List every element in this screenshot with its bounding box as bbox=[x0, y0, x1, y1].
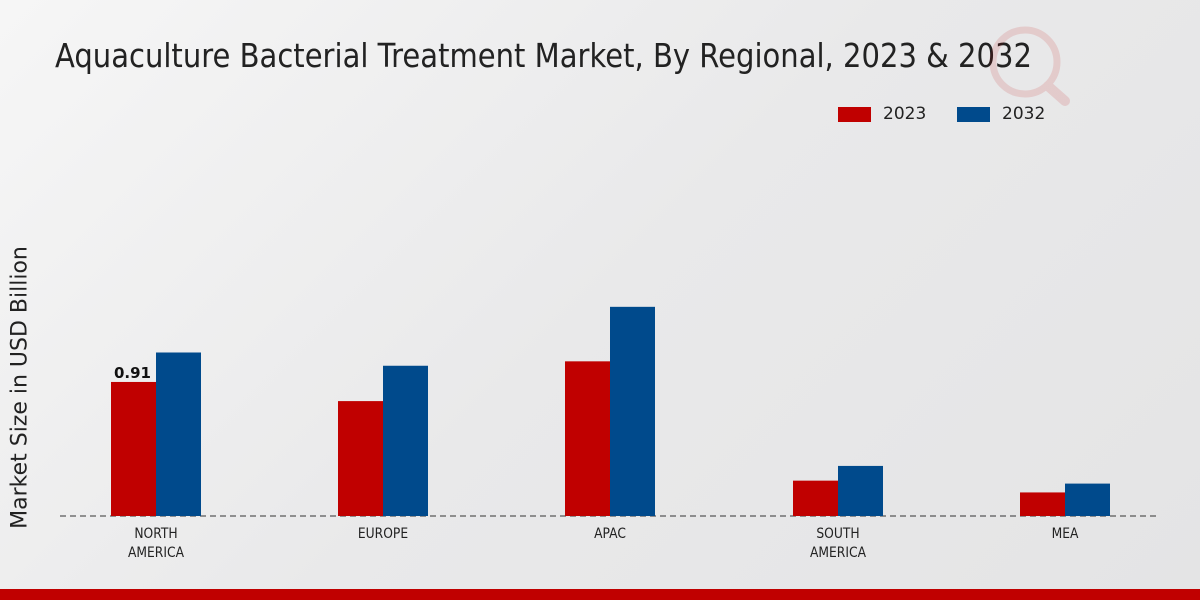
bar-2032-apac bbox=[610, 306, 655, 516]
x-tick-label: NORTH AMERICA bbox=[128, 526, 184, 561]
legend-label: 2032 bbox=[1002, 104, 1046, 124]
bar-2032-europe bbox=[383, 365, 428, 516]
bar-2023-north-america bbox=[111, 381, 156, 516]
legend-label: 2023 bbox=[883, 104, 927, 124]
data-label: 0.91 bbox=[114, 364, 151, 382]
bar-2023-mea bbox=[1020, 492, 1065, 516]
footer-bar bbox=[0, 589, 1200, 600]
legend-swatch-2032 bbox=[957, 106, 990, 122]
legend-item-2023: 2023 bbox=[838, 104, 926, 124]
bar-2032-mea bbox=[1065, 483, 1110, 516]
x-tick-label: SOUTH AMERICA bbox=[810, 526, 866, 561]
x-tick-label: APAC bbox=[594, 526, 626, 542]
bar-2023-south-america bbox=[793, 480, 838, 516]
x-tick-label: EUROPE bbox=[358, 526, 408, 542]
watermark-logo-icon bbox=[989, 26, 1070, 106]
bar-2023-apac bbox=[565, 361, 610, 516]
bar-2032-north-america bbox=[156, 352, 201, 516]
chart-title: Aquaculture Bacterial Treatment Market, … bbox=[55, 36, 1032, 75]
legend-item-2032: 2032 bbox=[957, 104, 1045, 124]
x-tick-label: MEA bbox=[1052, 526, 1079, 542]
legend-swatch-2023 bbox=[838, 106, 871, 122]
bar-2023-europe bbox=[338, 401, 383, 516]
bar-2032-south-america bbox=[838, 465, 883, 516]
